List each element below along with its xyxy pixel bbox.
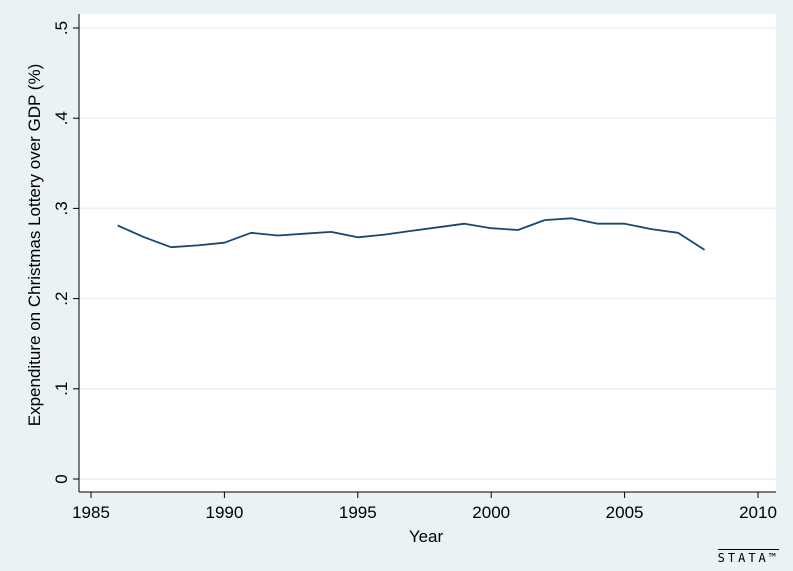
y-tick-label-2: .2 xyxy=(52,292,71,306)
x-tick-label-5: 2010 xyxy=(739,503,777,522)
stata-logo: STATA™ xyxy=(717,549,779,565)
x-tick-label-1: 1990 xyxy=(205,503,243,522)
series-line-0 xyxy=(117,217,706,251)
y-tick-label-4: .4 xyxy=(52,111,71,125)
x-tick-label-2: 1995 xyxy=(339,503,377,522)
x-tick-label-3: 2000 xyxy=(472,503,510,522)
x-tick-label-4: 2005 xyxy=(606,503,644,522)
x-tick-label-0: 1985 xyxy=(72,503,110,522)
y-axis-title: Expenditure on Christmas Lottery over GD… xyxy=(25,64,44,427)
gridlines xyxy=(79,27,776,480)
tick-labels: 0 .1 .2 .3 .4 .5 1985 1990 1995 2000 2005 2010 xyxy=(52,21,777,522)
y-tick-label-0: 0 xyxy=(52,474,71,483)
y-tick-label-5: .5 xyxy=(52,21,71,35)
x-axis-title: Year xyxy=(409,527,444,546)
y-tick-label-1: .1 xyxy=(52,382,71,396)
plot-background xyxy=(79,14,776,492)
y-tick-label-3: .3 xyxy=(52,201,71,215)
axes xyxy=(73,14,776,498)
series-layer xyxy=(117,217,706,251)
